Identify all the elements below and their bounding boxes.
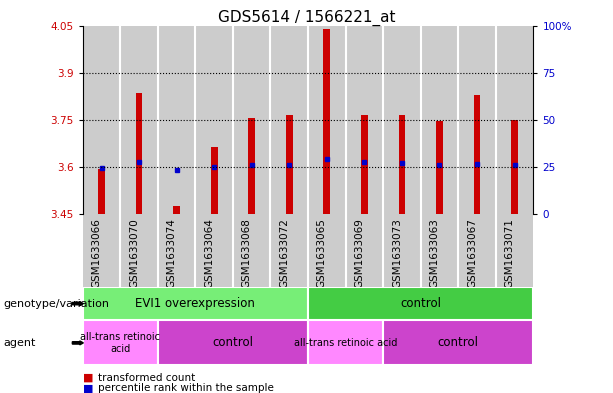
Bar xyxy=(308,320,383,365)
Text: control: control xyxy=(438,336,479,349)
Text: percentile rank within the sample: percentile rank within the sample xyxy=(98,383,274,393)
Bar xyxy=(421,26,458,214)
Text: GSM1633071: GSM1633071 xyxy=(504,218,514,288)
Bar xyxy=(158,320,308,365)
Text: GSM1633065: GSM1633065 xyxy=(317,218,327,288)
Bar xyxy=(398,115,405,214)
Text: ■: ■ xyxy=(83,383,93,393)
Bar xyxy=(324,29,330,214)
Text: GSM1633074: GSM1633074 xyxy=(167,218,177,288)
Text: agent: agent xyxy=(3,338,36,348)
Bar xyxy=(383,26,421,214)
Text: GDS5614 / 1566221_at: GDS5614 / 1566221_at xyxy=(218,10,395,26)
Text: GSM1633070: GSM1633070 xyxy=(129,218,139,288)
Bar xyxy=(361,115,368,214)
Text: control: control xyxy=(400,297,441,310)
Bar xyxy=(196,26,233,214)
Text: ■: ■ xyxy=(83,373,93,383)
Bar xyxy=(83,287,308,320)
Bar xyxy=(458,26,496,214)
Bar xyxy=(233,26,270,214)
Bar xyxy=(135,93,142,214)
Text: GSM1633064: GSM1633064 xyxy=(204,218,214,288)
Text: GSM1633067: GSM1633067 xyxy=(467,218,477,288)
Text: all-trans retinoic
acid: all-trans retinoic acid xyxy=(80,332,161,354)
Bar xyxy=(158,26,196,214)
Bar xyxy=(98,169,105,214)
Bar xyxy=(248,118,255,214)
Text: EVI1 overexpression: EVI1 overexpression xyxy=(135,297,256,310)
Text: GSM1633072: GSM1633072 xyxy=(280,218,289,288)
Bar xyxy=(474,95,481,214)
Bar xyxy=(511,120,518,214)
Bar xyxy=(211,147,218,214)
Bar xyxy=(436,121,443,214)
Bar xyxy=(286,115,292,214)
Text: GSM1633069: GSM1633069 xyxy=(354,218,364,288)
Text: transformed count: transformed count xyxy=(98,373,196,383)
Text: GSM1633066: GSM1633066 xyxy=(91,218,102,288)
Bar xyxy=(83,320,158,365)
Text: GSM1633063: GSM1633063 xyxy=(430,218,440,288)
Text: all-trans retinoic acid: all-trans retinoic acid xyxy=(294,338,397,348)
Bar xyxy=(120,26,158,214)
Bar xyxy=(346,26,383,214)
Bar xyxy=(173,206,180,214)
Text: control: control xyxy=(213,336,253,349)
Bar xyxy=(83,26,120,214)
Bar xyxy=(308,287,533,320)
Text: GSM1633068: GSM1633068 xyxy=(242,218,252,288)
Text: genotype/variation: genotype/variation xyxy=(3,299,109,309)
Bar xyxy=(308,26,346,214)
Bar xyxy=(270,26,308,214)
Text: GSM1633073: GSM1633073 xyxy=(392,218,402,288)
Bar xyxy=(383,320,533,365)
Bar xyxy=(496,26,533,214)
